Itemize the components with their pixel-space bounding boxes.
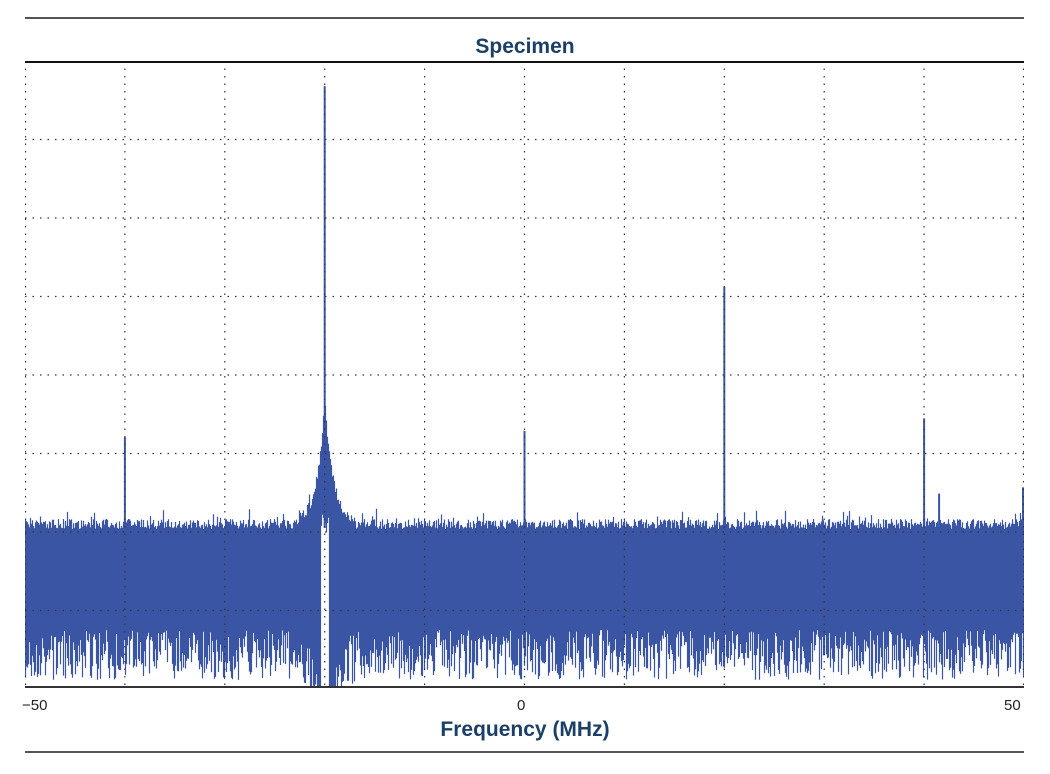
x-tick-max: 50 bbox=[1004, 697, 1021, 714]
top-rule bbox=[25, 17, 1024, 19]
x-tick-min: −50 bbox=[22, 697, 48, 714]
x-tick-zero: 0 bbox=[517, 697, 526, 714]
spectrum-plot bbox=[25, 61, 1024, 688]
x-axis-title: Frequency (MHz) bbox=[440, 718, 610, 741]
chart-title: Specimen bbox=[475, 35, 575, 58]
plot-area bbox=[25, 61, 1024, 688]
bottom-rule bbox=[25, 751, 1024, 753]
